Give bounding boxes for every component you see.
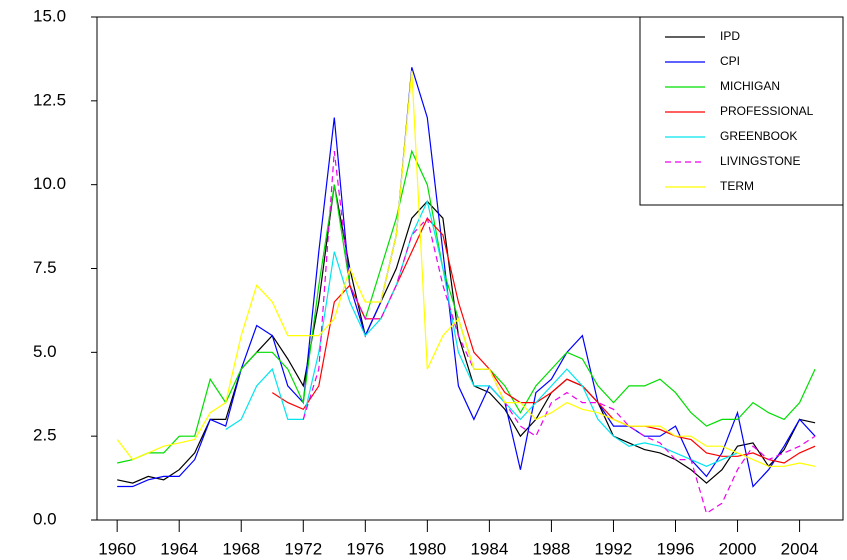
legend-box xyxy=(639,16,844,206)
series-line xyxy=(116,70,816,467)
y-tick-label: 0.0 xyxy=(33,509,57,528)
legend-label: LIVINGSTONE xyxy=(720,154,800,168)
x-tick-label: 1980 xyxy=(408,539,446,558)
legend: IPD CPI MICHIGAN PROFESSIONAL GREENBOOK LIVIN… xyxy=(639,16,844,206)
series-line xyxy=(117,67,816,488)
y-tick-label: 7.5 xyxy=(33,258,57,277)
series-line xyxy=(302,151,816,515)
y-tick-label: 12.5 xyxy=(33,90,66,109)
legend-label: PROFESSIONAL xyxy=(720,104,814,118)
x-tick-label: 1960 xyxy=(98,539,136,558)
series-line xyxy=(225,199,738,467)
x-tick-label: 1996 xyxy=(657,539,695,558)
x-tick-label: 1992 xyxy=(595,539,633,558)
series-line xyxy=(117,184,816,484)
legend-label: CPI xyxy=(720,54,740,68)
y-tick-label: 15.0 xyxy=(33,6,66,25)
series-line xyxy=(271,217,816,464)
y-tick-label: 5.0 xyxy=(33,342,57,361)
x-tick-label: 1976 xyxy=(346,539,384,558)
x-tick-label: 1984 xyxy=(470,539,508,558)
y-tick-label: 2.5 xyxy=(33,426,57,445)
legend-label: TERM xyxy=(720,179,754,193)
legend-label: MICHIGAN xyxy=(720,79,780,93)
x-tick-label: 1968 xyxy=(222,539,260,558)
x-tick-label: 1972 xyxy=(284,539,322,558)
legend-label: GREENBOOK xyxy=(720,129,797,143)
y-tick-label: 10.0 xyxy=(33,174,66,193)
x-tick-label: 1964 xyxy=(160,539,198,558)
x-tick-label: 2000 xyxy=(719,539,757,558)
legend-label: IPD xyxy=(720,29,740,43)
x-tick-label: 1988 xyxy=(533,539,571,558)
x-tick-label: 2004 xyxy=(781,539,819,558)
